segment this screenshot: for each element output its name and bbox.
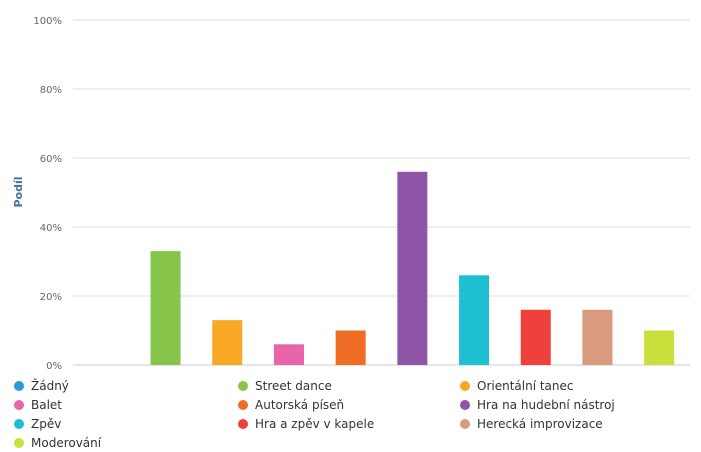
legend-item: Orientální tanec [460, 378, 690, 394]
legend-swatch [14, 419, 24, 429]
legend-swatch [460, 381, 470, 391]
y-tick-label: 80% [40, 85, 62, 96]
legend-label: Herecká improvizace [477, 417, 603, 431]
legend-item: Zpěv [14, 416, 238, 432]
legend-swatch [14, 381, 24, 391]
bars [150, 171, 675, 365]
bar [150, 251, 181, 365]
legend-label: Balet [31, 398, 63, 412]
y-tick-label: 60% [40, 154, 62, 165]
legend-label: Zpěv [31, 417, 62, 431]
legend-item: Hra na hudební nástroj [460, 397, 690, 413]
y-tick-label: 0% [46, 361, 62, 370]
legend-label: Autorská píseň [255, 398, 345, 412]
legend-swatch [14, 400, 24, 410]
bar [644, 330, 675, 365]
legend: Žádný Street dance Orientální tanec Balet Au… [14, 378, 694, 451]
bar [397, 171, 428, 365]
legend-label: Hra a zpěv v kapele [255, 417, 375, 431]
bar-chart: 0% 20% 40% 60% 80% 100% Podíl [12, 16, 690, 370]
legend-item: Autorská píseň [238, 397, 460, 413]
legend-label: Orientální tanec [477, 379, 574, 393]
y-tick-label: 100% [33, 16, 62, 27]
legend-item: Herecká improvizace [460, 416, 690, 432]
y-tick-label: 20% [40, 292, 62, 303]
bar [335, 330, 366, 365]
legend-swatch [238, 381, 248, 391]
bar [459, 275, 490, 365]
legend-item: Hra a zpěv v kapele [238, 416, 460, 432]
legend-item: Moderování [14, 435, 238, 451]
y-tick-label: 40% [40, 223, 62, 234]
legend-item: Street dance [238, 378, 460, 394]
bar [273, 344, 304, 365]
legend-swatch [460, 400, 470, 410]
legend-label: Street dance [255, 379, 332, 393]
legend-swatch [238, 400, 248, 410]
legend-swatch [238, 419, 248, 429]
legend-label: Žádný [31, 379, 69, 393]
bar [520, 309, 551, 365]
bar [212, 320, 243, 365]
legend-label: Hra na hudební nástroj [477, 398, 615, 412]
y-axis-ticks: 0% 20% 40% 60% 80% 100% [33, 16, 62, 370]
legend-item: Žádný [14, 378, 238, 394]
legend-item: Balet [14, 397, 238, 413]
legend-label: Moderování [31, 436, 102, 450]
legend-swatch [14, 438, 24, 448]
y-axis-label: Podíl [12, 176, 25, 207]
bar [582, 309, 613, 365]
legend-swatch [460, 419, 470, 429]
